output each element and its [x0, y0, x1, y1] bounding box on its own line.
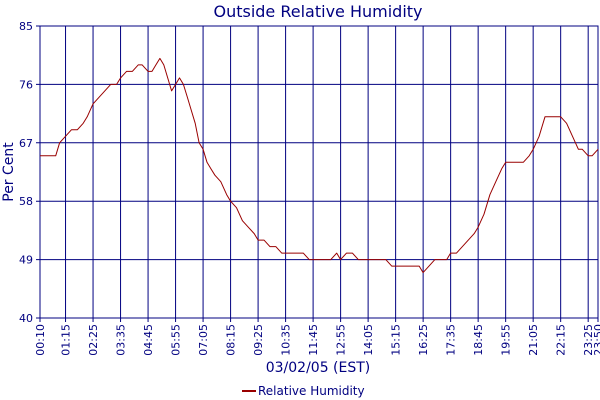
- x-tick-label: 14:05: [362, 324, 375, 356]
- x-tick-label: 17:35: [445, 324, 458, 356]
- x-tick-label: 12:55: [335, 324, 348, 356]
- legend: Relative Humidity: [242, 384, 365, 398]
- y-axis-label: Per Cent: [1, 142, 17, 202]
- x-tick-label: 19:55: [500, 324, 513, 356]
- x-tick-label: 09:25: [252, 324, 265, 356]
- x-tick-label: 23:25: [582, 324, 595, 356]
- x-tick-label: 01:15: [60, 324, 73, 356]
- x-tick-label: 05:55: [170, 324, 183, 356]
- y-tick-label: 67: [19, 137, 33, 150]
- x-axis-label: 03/02/05 (EST): [266, 360, 371, 376]
- x-tick-label: 18:45: [472, 324, 485, 356]
- y-tick-label: 40: [19, 312, 33, 325]
- x-tick-label: 22:15: [555, 324, 568, 356]
- grid: [36, 25, 599, 322]
- x-tick-label: 03:35: [115, 324, 128, 356]
- x-tick-label: 00:10: [34, 324, 47, 356]
- y-tick-label: 85: [19, 20, 33, 33]
- chart-title: Outside Relative Humidity: [213, 2, 422, 21]
- x-tick-label: 07:05: [197, 324, 210, 356]
- x-tick-label: 04:45: [142, 324, 155, 356]
- x-tick-label: 10:35: [280, 324, 293, 356]
- x-tick-label: 02:25: [87, 324, 100, 356]
- x-tick-label: 15:15: [390, 324, 403, 356]
- y-tick-label: 49: [19, 254, 33, 267]
- x-tick-label: 16:25: [417, 324, 430, 356]
- x-tick-label: 11:45: [307, 324, 320, 356]
- x-tick-label: 08:15: [225, 324, 238, 356]
- x-tick-label: 23:50: [592, 324, 600, 356]
- x-tick-labels: 00:10 01:15 02:25 03:35 04:45 05:55 07:05 08:15…: [34, 324, 600, 356]
- y-tick-label: 58: [19, 195, 33, 208]
- plot-frame: [39, 25, 599, 319]
- y-tick-label: 76: [19, 78, 33, 91]
- series-line-relative-humidity: [40, 57, 599, 274]
- y-tick-labels: 40 49 58 67 76 85: [19, 20, 33, 325]
- x-tick-label: 21:05: [527, 324, 540, 356]
- legend-label: Relative Humidity: [258, 384, 365, 398]
